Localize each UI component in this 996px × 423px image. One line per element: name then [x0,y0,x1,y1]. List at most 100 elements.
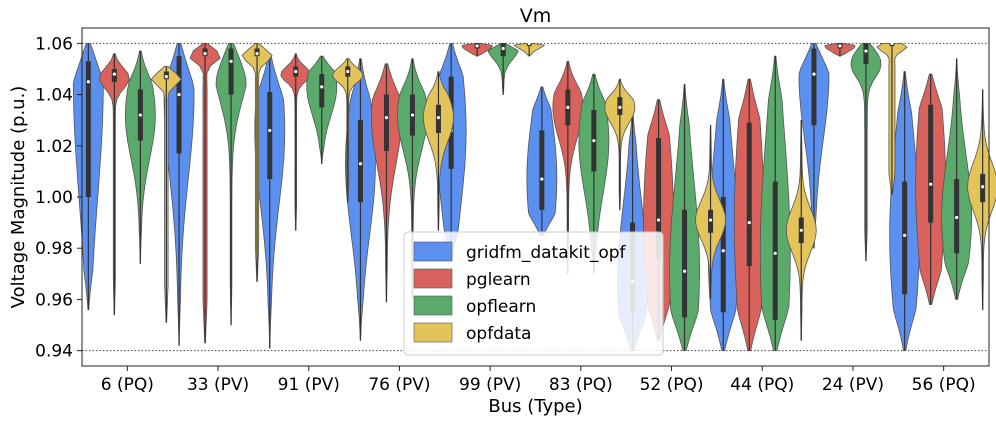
x-tick-label: 44 (PQ) [730,375,794,395]
violin-opflearn-7 [759,55,791,351]
violin-iqr-box [383,94,389,151]
violin-iqr-box [176,56,182,154]
violin-iqr-box [772,181,778,320]
x-tick-label: 91 (PV) [278,375,340,395]
violin-median [86,80,90,84]
violin-median [358,162,363,166]
violin-pglearn-7 [733,78,765,351]
violin-opfdata-6 [695,124,727,300]
violin-median [838,44,842,48]
y-tick-label: 0.96 [35,290,73,310]
violin-median [708,218,713,222]
violin-pglearn-9 [915,73,946,305]
violin-median [903,233,907,238]
violin-median [203,52,207,56]
y-tick-label: 1.00 [35,188,73,208]
violin-opfdata-2 [332,58,364,203]
x-tick-label: 52 (PQ) [640,375,704,395]
violin-pglearn-8 [824,43,856,57]
violin-iqr-box [267,92,273,180]
violin-iqr-box [863,43,869,64]
violin-pglearn-0 [98,53,130,316]
violin-median [177,92,181,97]
violin-iqr-box [539,130,545,210]
y-axis-ticks: 0.94 0.96 0.98 1.00 1.02 1.04 1.06 [35,34,82,362]
violin-iqr-box [228,48,234,95]
violin-opfdata-8 [876,41,908,195]
violin-median [410,113,415,117]
violin-median [656,218,661,222]
violin-opfdata-9 [967,89,996,311]
violin-gridfm_datakit_opf-3 [344,58,376,341]
y-axis-title: Voltage Magnitude (p.u.) [8,86,29,309]
violin-median [294,69,298,74]
violin-pglearn-2 [280,53,312,231]
legend-swatch-opflearn [413,295,453,316]
violin-opfdata-0 [150,66,182,323]
violin-pglearn-1 [189,43,221,344]
legend-swatch-opfdata [413,322,453,343]
x-tick-label: 83 (PQ) [549,375,613,395]
violin-gridfm_datakit_opf-0 [72,43,104,311]
x-axis-title: Bus (Type) [488,396,582,417]
violin-median [164,75,168,79]
violin-median [721,249,725,253]
violin-median [268,128,272,133]
violin-median [384,116,389,120]
violin-median [618,105,622,109]
violin-median [592,139,596,143]
y-tick-label: 0.94 [35,342,73,362]
violin-opfdata-7 [785,119,817,341]
y-tick-label: 1.02 [35,137,73,157]
violin-median [864,49,868,53]
violin-opflearn-4 [487,43,519,95]
violin-opfdata-5 [604,78,636,211]
violin-opflearn-9 [941,58,972,300]
violin-median [436,116,441,120]
violin-pglearn-3 [370,63,402,303]
x-axis-ticks: 6 (PQ) 33 (PV) 91 (PV) 76 (PV) 99 (PV) 83 (PQ… [101,366,976,395]
legend-label-gridfm_datakit_opf: gridfm_datakit_opf [466,243,627,263]
violin-opfdata-3 [422,71,454,231]
violin-median [682,269,687,273]
legend-label-opfdata: opfdata [466,324,531,344]
violin-median [255,52,259,56]
violin-iqr-box [85,61,91,198]
violin-median [890,41,894,45]
violin-median [346,69,350,74]
legend-label-pglearn: pglearn [466,270,531,290]
violin-median [475,44,479,48]
violin-median [799,228,803,232]
x-tick-label: 56 (PQ) [912,375,976,395]
chart-title: Vm [520,5,552,27]
legend-label-opflearn: opflearn [466,297,536,317]
violin-iqr-box [720,197,726,313]
violin-median [501,46,505,51]
violin-iqr-box [902,181,908,295]
y-tick-label: 1.06 [35,34,73,54]
violin-gridfm_datakit_opf-5 [526,86,558,236]
violin-median [566,105,570,109]
violin-median [229,59,233,63]
violin-opflearn-6 [669,83,701,351]
violin-median [773,251,777,255]
violin-median [812,72,816,76]
legend-swatch-pglearn [413,268,453,289]
violin-median [540,177,544,181]
violin-pglearn-4 [461,43,493,57]
violin-median [320,85,324,89]
violin-median [138,113,142,117]
violin-opflearn-1 [215,43,247,326]
x-tick-label: 6 (PQ) [101,375,154,395]
violins [72,41,996,351]
violin-iqr-box [682,209,688,318]
violin-opflearn-0 [124,50,156,264]
x-tick-label: 99 (PV) [459,375,521,395]
violin-iqr-box [319,74,325,108]
violin-median [112,72,116,76]
legend-box [403,231,664,356]
violin-gridfm_datakit_opf-2 [254,55,286,349]
violin-opflearn-8 [850,43,882,262]
